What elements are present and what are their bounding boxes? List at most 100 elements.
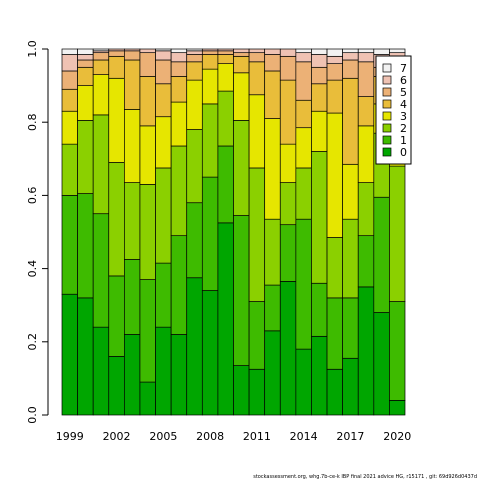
bar-segment	[92, 114, 110, 215]
bar-segment	[389, 301, 406, 401]
bar-segment	[77, 66, 94, 86]
bar-segment	[155, 50, 172, 61]
bar-segment	[170, 52, 188, 63]
legend-swatch	[382, 135, 392, 145]
y-tick-label: 0.6	[26, 187, 39, 205]
bar-segment	[295, 99, 312, 129]
legend-label: 2	[400, 122, 407, 135]
bar-segment	[357, 61, 375, 97]
bar-segment	[61, 54, 78, 72]
bar-segment	[373, 312, 390, 416]
bar-segment	[357, 125, 375, 183]
bar-segment	[217, 222, 234, 416]
x-tick-label: 2014	[290, 430, 318, 443]
bar-segment	[373, 196, 390, 313]
bar-segment	[233, 365, 250, 416]
bar-segment	[201, 50, 219, 55]
bar-segment	[326, 112, 343, 238]
bar-segment	[357, 182, 375, 237]
bar-segment	[264, 48, 281, 55]
bar-segment	[124, 259, 141, 335]
bar-segment	[170, 48, 188, 54]
bar-segment	[264, 284, 281, 332]
y-tick-label: 0.4	[26, 260, 39, 278]
bar-segment	[201, 48, 219, 52]
x-tick-label: 2011	[243, 430, 271, 443]
bar-segment	[217, 50, 234, 55]
bar-segment	[326, 297, 343, 370]
bar-segment	[295, 48, 312, 54]
bar-segment	[92, 59, 110, 75]
bar-segment	[311, 66, 328, 85]
bar-segment	[170, 61, 188, 77]
bar-segment	[389, 48, 406, 54]
y-tick-label: 1.0	[26, 40, 39, 58]
bar-segment	[61, 293, 78, 416]
x-tick-label: 2008	[196, 430, 224, 443]
bar-segment	[357, 48, 375, 54]
legend-label: 5	[400, 86, 407, 99]
bar-segment	[248, 48, 266, 54]
bar-segment	[233, 215, 250, 366]
bar-segment	[186, 54, 203, 63]
y-tick-label: 0.8	[26, 113, 39, 131]
bar-segment	[233, 120, 250, 216]
legend-swatch	[382, 147, 392, 157]
bar-segment	[170, 76, 188, 103]
bar-segment	[124, 50, 141, 61]
bar-segment	[248, 61, 266, 96]
bar-segment	[201, 103, 219, 178]
bar-segment	[124, 59, 141, 110]
legend-label: 1	[400, 134, 407, 147]
bar-segment	[217, 145, 234, 224]
bar-segment	[92, 48, 110, 52]
bar-segment	[217, 90, 234, 147]
bar-segment	[311, 110, 328, 152]
y-tick-label: 0.0	[26, 406, 39, 424]
bar-segment	[92, 74, 110, 116]
bar-segment	[295, 127, 312, 169]
bar-segment	[155, 116, 172, 169]
bar-segment	[139, 125, 156, 185]
legend-swatch	[382, 63, 392, 73]
bar-segment	[389, 165, 406, 302]
bar-segment	[108, 356, 125, 416]
bar-segment	[61, 110, 78, 145]
bar-segment	[108, 48, 125, 52]
legend-label: 4	[400, 98, 407, 111]
bar-segment	[155, 167, 172, 264]
bar-segment	[326, 368, 343, 416]
bar-segment	[233, 55, 250, 74]
bar-segment	[326, 55, 343, 64]
bar-segment	[342, 52, 359, 61]
bar-segment	[326, 79, 343, 114]
bar-segment	[357, 96, 375, 127]
bar-segment	[311, 151, 328, 284]
bar-segment	[357, 286, 375, 416]
bar-segment	[217, 54, 234, 64]
bar-segment	[279, 281, 297, 416]
x-tick-label: 1999	[56, 430, 84, 443]
bar-segment	[311, 282, 328, 337]
bar-segment	[77, 59, 94, 68]
bar-segment	[342, 357, 359, 416]
bar-segment	[170, 101, 188, 147]
bar-segment	[279, 143, 297, 183]
bar-segment	[108, 77, 125, 163]
bar-segment	[248, 167, 266, 302]
bar-segment	[92, 326, 110, 416]
bar-segment	[295, 61, 312, 101]
bar-segment	[311, 335, 328, 416]
bar-segment	[357, 235, 375, 288]
footnote: stockassessment.org, whg.7b-ce-k IBP fin…	[253, 474, 477, 480]
bar-segment	[264, 330, 281, 416]
bar-segment	[155, 59, 172, 85]
bar-segment	[233, 72, 250, 121]
bar-segment	[61, 143, 78, 196]
legend-label: 7	[400, 62, 407, 75]
legend-label: 6	[400, 74, 407, 87]
x-tick-label: 2005	[149, 430, 177, 443]
bar-segment	[201, 176, 219, 291]
bar-segment	[108, 55, 125, 79]
